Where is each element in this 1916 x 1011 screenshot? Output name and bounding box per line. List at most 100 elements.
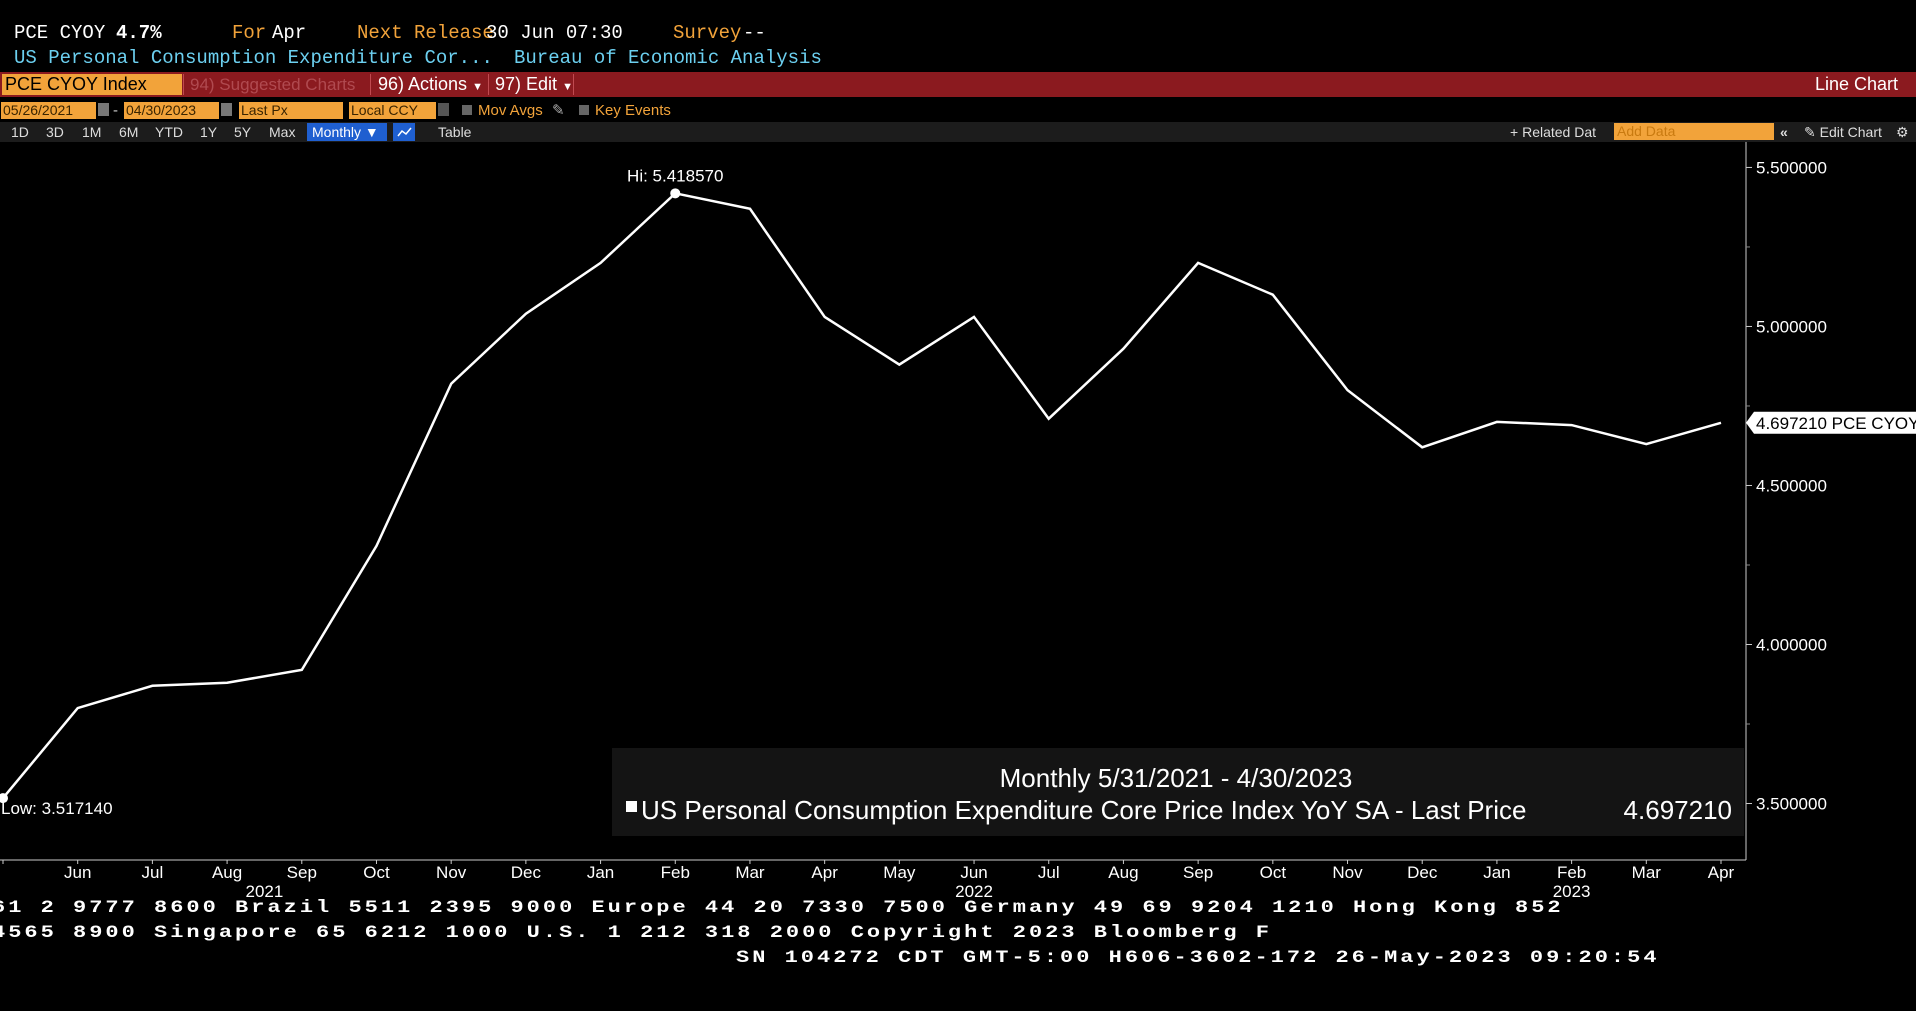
next-release-label: Next Release (357, 22, 494, 44)
last-price-label: 4.697210 PCE CYOY (1756, 414, 1916, 433)
series-line (2, 191, 1722, 799)
edit-label: 97) Edit (495, 74, 558, 94)
menu-separator (370, 74, 371, 95)
y-tick-label: 5.000000 (1756, 317, 1827, 336)
edit-chart-button[interactable]: ✎ Edit Chart (1804, 122, 1882, 142)
table-button[interactable]: Table (438, 124, 472, 140)
legend-value: 4.697210 (1624, 795, 1732, 825)
x-tick-label: Nov (1332, 863, 1363, 882)
x-tick-label: Jun (64, 863, 91, 882)
range-1d[interactable]: 1D (11, 124, 29, 140)
actions-menu[interactable]: 96) Actions ▼ (378, 74, 483, 95)
add-data-input[interactable]: Add Data (1614, 123, 1774, 140)
range-1y[interactable]: 1Y (200, 124, 218, 140)
footer-line-2: 4565 8900 Singapore 65 6212 1000 U.S. 1 … (0, 922, 1272, 943)
hi-marker (670, 188, 681, 199)
suggested-charts-menu[interactable]: 94) Suggested Charts (190, 75, 356, 94)
plot-area: Hi: 5.418570 Low: 3.517140 (0, 166, 1722, 818)
menu-separator (488, 74, 489, 95)
next-release-value: 30 Jun 07:30 (486, 22, 623, 44)
y-tick-label: 3.500000 (1756, 795, 1827, 814)
legend-title: Monthly 5/31/2021 - 4/30/2023 (1000, 763, 1353, 793)
chevron-down-icon: ▼ (472, 81, 483, 93)
currency-select[interactable]: Local CCY (349, 102, 436, 119)
x-tick-label: Nov (436, 863, 467, 882)
legend-series-name: US Personal Consumption Expenditure Core… (641, 795, 1526, 825)
legend-box (612, 748, 1744, 836)
low-label: Low: 3.517140 (1, 799, 113, 818)
y-tick-label: 4.000000 (1756, 636, 1827, 655)
menu-bar (0, 72, 1916, 97)
period-label: Monthly (312, 124, 362, 140)
y-tick-label: 4.500000 (1756, 476, 1827, 495)
last-price-tag (1746, 411, 1916, 434)
actions-label: 96) Actions (378, 74, 468, 94)
survey-value: -- (743, 22, 766, 44)
edit-menu[interactable]: 97) Edit ▼ (495, 74, 573, 95)
footer-line-1: 61 2 9777 8600 Brazil 5511 2395 9000 Eur… (0, 897, 1564, 918)
gear-icon[interactable]: ⚙ (1896, 124, 1909, 140)
line-chart-icon-svg (397, 127, 412, 137)
range-1m[interactable]: 1M (82, 124, 102, 140)
last-value: 4.7% (116, 22, 162, 44)
start-date-input[interactable]: 05/26/2021 (1, 102, 96, 119)
y-axis: 5.500000 5.000000 4.500000 4.000000 3.500000… (1745, 142, 1916, 860)
x-year-label: 2021 (246, 882, 284, 901)
field-select[interactable]: Last Px (239, 102, 343, 119)
footer-line-3: SN 104272 CDT GMT-5:00 H606-3602-172 26-… (736, 947, 1660, 968)
survey-label: Survey (673, 22, 742, 44)
menu-separator (183, 74, 184, 95)
for-value: Apr (272, 22, 307, 44)
edit-chart-label: Edit Chart (1819, 124, 1882, 140)
related-data-label: Related Dat (1522, 124, 1597, 140)
x-tick-label: Sep (1183, 863, 1213, 882)
line-chart-icon[interactable] (393, 123, 415, 141)
calendar-icon[interactable] (221, 103, 232, 116)
pencil-icon: ✎ (1804, 124, 1820, 140)
x-tick-label: Aug (212, 863, 242, 882)
line-chart: Jun Jul Aug Sep Oct Nov Dec Jan Feb Mar Apr May Jun J… (0, 142, 1916, 901)
x-tick-label: Mar (735, 863, 765, 882)
range-6m[interactable]: 6M (119, 124, 139, 140)
chart-type-label[interactable]: Line Chart (1815, 74, 1899, 94)
range-5y[interactable]: 5Y (234, 124, 252, 140)
range-ytd[interactable]: YTD (155, 124, 183, 140)
security-input[interactable]: PCE CYOY Index (2, 74, 182, 95)
x-tick-label: Jul (1038, 863, 1060, 882)
calendar-icon[interactable] (98, 103, 109, 116)
x-tick-label: Feb (661, 863, 690, 882)
x-tick-label: Jun (960, 863, 987, 882)
collapse-icon[interactable]: « (1780, 124, 1788, 140)
range-toolbar (0, 122, 1916, 142)
ticker: PCE CYOY (14, 22, 106, 44)
pencil-icon[interactable]: ✎ (552, 102, 565, 119)
range-3d[interactable]: 3D (46, 124, 64, 140)
x-tick-label: Mar (1632, 863, 1662, 882)
x-tick-label: Oct (1260, 863, 1287, 882)
x-tick-label: Dec (511, 863, 542, 882)
x-tick-label: Jan (587, 863, 614, 882)
source-link[interactable]: Bureau of Economic Analysis (514, 47, 822, 69)
menu-separator (573, 74, 574, 95)
x-year-label: 2022 (955, 882, 993, 901)
plus-icon: + (1510, 124, 1523, 140)
range-max[interactable]: Max (269, 124, 296, 140)
key-events-checkbox[interactable] (579, 105, 589, 115)
security-description: US Personal Consumption Expenditure Cor.… (14, 47, 493, 69)
x-tick-label: May (883, 863, 916, 882)
for-label: For (232, 22, 267, 44)
chevron-down-icon: ▼ (562, 81, 573, 93)
x-tick-label: Dec (1407, 863, 1438, 882)
chevron-down-icon[interactable] (438, 103, 449, 116)
date-dash: - (113, 102, 118, 119)
mov-avgs-checkbox[interactable] (462, 105, 472, 115)
y-tick-label: 5.500000 (1756, 158, 1827, 177)
legend-swatch (626, 801, 637, 812)
mov-avgs-label: Mov Avgs (478, 102, 543, 119)
key-events-label: Key Events (595, 102, 671, 119)
end-date-input[interactable]: 04/30/2023 (124, 102, 219, 119)
legend: Monthly 5/31/2021 - 4/30/2023 US Persona… (612, 748, 1744, 836)
period-select[interactable]: Monthly ▼ (307, 123, 387, 141)
related-data-button[interactable]: + Related Dat (1510, 122, 1596, 142)
x-tick-label: Feb (1557, 863, 1586, 882)
